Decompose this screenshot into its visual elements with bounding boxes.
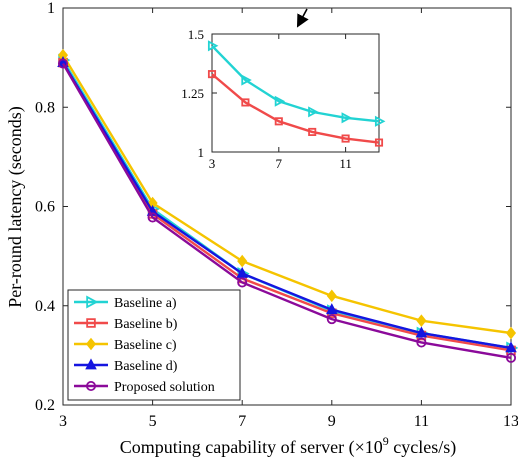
main-series-line-baseline-c (61, 54, 512, 335)
main-x-tick-label: 11 (414, 413, 429, 430)
main-data-point-proposed-solution (147, 212, 158, 223)
main-data-point-baseline-d (326, 303, 338, 315)
legend-marker-baseline-a (86, 295, 99, 309)
main-x-tick-label: 9 (328, 413, 336, 430)
main-x-tick-label: 13 (503, 413, 518, 430)
inset-data-point-baseline-b (308, 127, 317, 136)
main-data-point-proposed-solution (57, 58, 69, 69)
inset-data-point-baseline-a (341, 112, 353, 124)
main-y-tick-label: 0.6 (35, 199, 55, 216)
main-data-point-baseline-c (237, 254, 248, 268)
legend: Baseline a) Baseline b) Baseline c) Baselin… (67, 289, 241, 401)
inset-data-point-baseline-a (207, 40, 219, 52)
legend-label-baseline-a: Baseline a) (114, 296, 177, 311)
main-data-point-baseline-d (505, 341, 517, 353)
inset-y-tick-label: 1.5 (188, 27, 204, 42)
main-data-point-proposed-solution (505, 352, 517, 363)
main-data-point-baseline-c (416, 314, 427, 327)
legend-marker-baseline-d (85, 358, 97, 370)
inset-data-point-baseline-a (241, 74, 252, 86)
main-data-point-proposed-solution (237, 277, 248, 288)
inset-x-tick-label: 3 (209, 156, 216, 171)
main-y-tick-label: 0.8 (35, 99, 55, 116)
y-axis-label: Per-round latency (seconds) (5, 106, 26, 308)
inset-data-point-baseline-a (374, 115, 386, 127)
main-series-line-baseline-d (61, 61, 512, 350)
annotation-arrow (296, 8, 309, 28)
legend-marker-proposed-solution (85, 380, 97, 392)
inset-x-tick-label: 11 (339, 156, 352, 171)
main-series-line-proposed-solution (61, 62, 512, 360)
legend-label-baseline-b: Baseline b) (114, 317, 178, 332)
inset-data-point-baseline-a (274, 95, 286, 107)
main-data-point-baseline-d (57, 56, 69, 67)
inset-axes-box (211, 33, 380, 153)
main-x-tick-label: 7 (238, 413, 246, 430)
inset-data-point-baseline-b (341, 134, 350, 143)
inset-data-point-baseline-a (308, 106, 319, 118)
legend-marker-baseline-c (85, 337, 97, 351)
main-y-tick-label: 1 (47, 0, 55, 17)
legend-marker-baseline-b (86, 318, 96, 328)
main-data-point-proposed-solution (416, 337, 427, 348)
main-x-tick-label: 5 (149, 413, 157, 430)
main-data-point-baseline-c (326, 289, 337, 303)
inset-series-line-baseline-a (211, 44, 380, 123)
main-data-point-baseline-c (505, 326, 517, 340)
main-data-point-baseline-d (236, 266, 248, 278)
main-x-tick-label: 3 (59, 413, 67, 430)
main-data-point-baseline-d (415, 326, 428, 338)
legend-label-baseline-d: Baseline d) (114, 359, 178, 374)
legend-label-baseline-c: Baseline c) (114, 338, 177, 353)
main-data-point-proposed-solution (326, 314, 337, 325)
inset-y-tick-label: 1 (198, 145, 205, 160)
legend-label-proposed-solution: Proposed solution (114, 380, 215, 395)
inset-series-line-baseline-b (211, 73, 380, 144)
main-y-tick-label: 0.2 (35, 397, 55, 414)
x-axis-label: Computing capability of server (×109 cyc… (120, 434, 457, 458)
inset-y-tick-label: 1.25 (181, 86, 204, 101)
inset-data-point-baseline-b (274, 117, 283, 126)
inset-data-point-baseline-b (241, 98, 250, 107)
inset-x-tick-label: 7 (276, 156, 283, 171)
inset-data-point-baseline-b (207, 70, 217, 79)
inset-data-point-baseline-b (374, 138, 384, 147)
main-y-tick-label: 0.4 (35, 298, 55, 315)
